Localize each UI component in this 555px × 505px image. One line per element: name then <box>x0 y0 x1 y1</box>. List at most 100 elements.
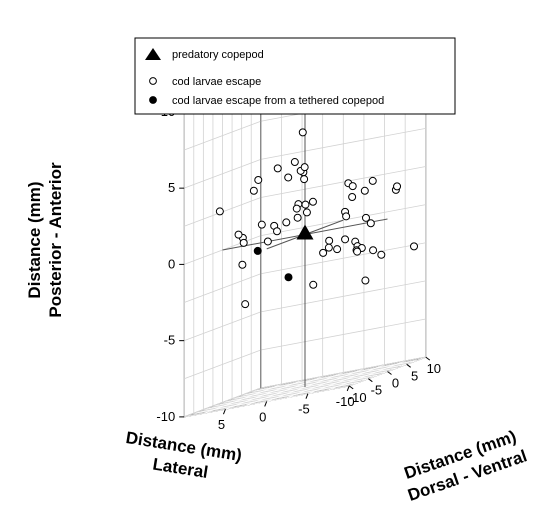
larvae-escape-point <box>292 204 301 213</box>
larvae-escape-point <box>410 242 419 251</box>
larvae-escape-point <box>300 163 309 172</box>
floor-grid-line <box>203 378 369 411</box>
larvae-escape-point <box>342 212 351 221</box>
x-axis-ticks: 5 0 -5 -10 <box>218 385 355 432</box>
larvae-escape-point <box>298 128 307 137</box>
x-axis-tick-label: 0 <box>259 409 266 424</box>
right-wall-grid-line <box>260 166 426 198</box>
larvae-escape-point <box>324 243 333 252</box>
left-wall-grid-line <box>184 311 261 342</box>
larvae-escape-point <box>301 200 310 209</box>
larvae-escape-point <box>319 248 328 257</box>
y-axis-title: Distance (mm) Dorsal - Ventral <box>402 427 530 505</box>
z-axis-title: Distance (mm) Posterior - Anterior <box>25 162 65 318</box>
floor-grid-line <box>232 367 398 400</box>
larvae-escape-point <box>249 186 258 195</box>
larvae-escape-point <box>309 280 318 289</box>
floor-grid-line <box>193 381 359 414</box>
legend-label-tethered: cod larvae escape from a tethered copepo… <box>172 95 384 107</box>
y-axis-tick-label: 10 <box>427 361 441 376</box>
z-axis-tick-label: -5 <box>164 333 176 348</box>
larvae-escape-point <box>257 220 266 229</box>
larvae-escape-point <box>302 208 311 217</box>
x-axis-tick-mark <box>222 408 226 415</box>
y-axis-tick-mark <box>348 385 354 390</box>
legend-open-circle-marker <box>149 77 157 85</box>
larvae-escape-point <box>293 213 302 222</box>
right-wall-grid-line <box>260 318 426 351</box>
larvae-escape-point <box>241 300 250 309</box>
z-axis-tick-label: -10 <box>156 409 175 424</box>
right-wall-grid-line <box>260 356 426 389</box>
larvae-escape-point <box>325 236 334 245</box>
z-axis-tick-label: 0 <box>168 256 175 271</box>
larvae-escape-point <box>238 260 247 269</box>
larvae-escape-point <box>368 176 377 185</box>
floor-grid-line <box>251 360 417 393</box>
larvae-escape-point <box>263 237 272 246</box>
larvae-escape-point <box>254 175 263 184</box>
legend-label-escape: cod larvae escape <box>172 76 261 88</box>
larvae-escape-point <box>348 193 357 202</box>
larvae-escape-point <box>273 227 282 236</box>
legend: predatory copepod cod larvae escape cod … <box>134 37 456 115</box>
left-wall-grid-line <box>184 158 261 189</box>
right-wall-grid-line <box>260 242 426 275</box>
y-axis-tick-mark <box>425 356 431 361</box>
y-axis-tick-mark <box>368 378 373 383</box>
y-axis-tick-label: 5 <box>411 368 418 383</box>
y-axis-tick-label: -10 <box>348 390 367 405</box>
legend-triangle-marker <box>145 48 161 60</box>
z-axis-label-line-1: Distance (mm) <box>25 181 44 298</box>
x-axis-tick-mark <box>264 401 268 407</box>
tethered-escape-point <box>253 246 262 255</box>
y-axis-ticks: -10 -5 0 5 10 <box>348 356 441 405</box>
larvae-escape-point <box>234 230 243 239</box>
larvae-escape-point <box>361 276 370 285</box>
larvae-escape-point <box>282 218 291 227</box>
larvae-escape-point <box>284 173 293 182</box>
x-axis-tick-label: -5 <box>298 402 310 417</box>
data-points <box>215 128 419 309</box>
larvae-escape-point <box>273 164 282 173</box>
larvae-escape-point <box>360 186 369 195</box>
right-wall-grid-line <box>260 280 426 313</box>
larvae-escape-point <box>290 158 299 167</box>
left-wall-grid-line <box>184 387 261 418</box>
larvae-escape-point <box>393 182 402 191</box>
left-wall-grid-line <box>184 349 261 380</box>
larvae-escape-point <box>239 238 248 247</box>
larvae-escape-point <box>377 250 386 259</box>
right-wall-grid-line <box>260 127 426 160</box>
x-axis-tick-mark <box>305 393 309 399</box>
x-axis-tick-label: -10 <box>336 394 355 409</box>
larvae-escape-point <box>361 213 370 222</box>
x-axis-title: Distance (mm) Lateral <box>125 428 244 482</box>
legend-filled-circle-marker <box>149 96 157 104</box>
z-axis-tick-label: 5 <box>168 180 175 195</box>
tethered-escape-point <box>284 273 293 282</box>
larvae-escape-point <box>353 247 362 256</box>
y-axis-tick-mark <box>406 363 411 368</box>
z-axis-label-line-2: Posterior - Anterior <box>46 162 65 318</box>
y-axis-tick-label: 0 <box>392 376 399 391</box>
floor-grid-line <box>212 374 378 407</box>
legend-label-copepod: predatory copepod <box>172 49 264 61</box>
larvae-escape-point <box>369 246 378 255</box>
larvae-escape-point <box>366 219 375 228</box>
floor-grid-line <box>241 363 407 396</box>
larvae-escape-point <box>348 182 357 191</box>
x-axis-tick-mark <box>346 385 350 392</box>
larvae-escape-point <box>300 175 309 184</box>
left-wall-grid-line <box>184 273 261 303</box>
left-wall-grid-line <box>184 120 261 151</box>
copepod-triangle-point <box>296 224 314 240</box>
y-axis-tick-mark <box>387 371 392 375</box>
larvae-escape-point <box>333 245 342 254</box>
larvae-escape-point <box>341 235 350 244</box>
legend-box <box>134 37 456 115</box>
y-axis-tick-label: -5 <box>371 383 383 398</box>
x-axis-tick-label: 5 <box>218 417 225 432</box>
